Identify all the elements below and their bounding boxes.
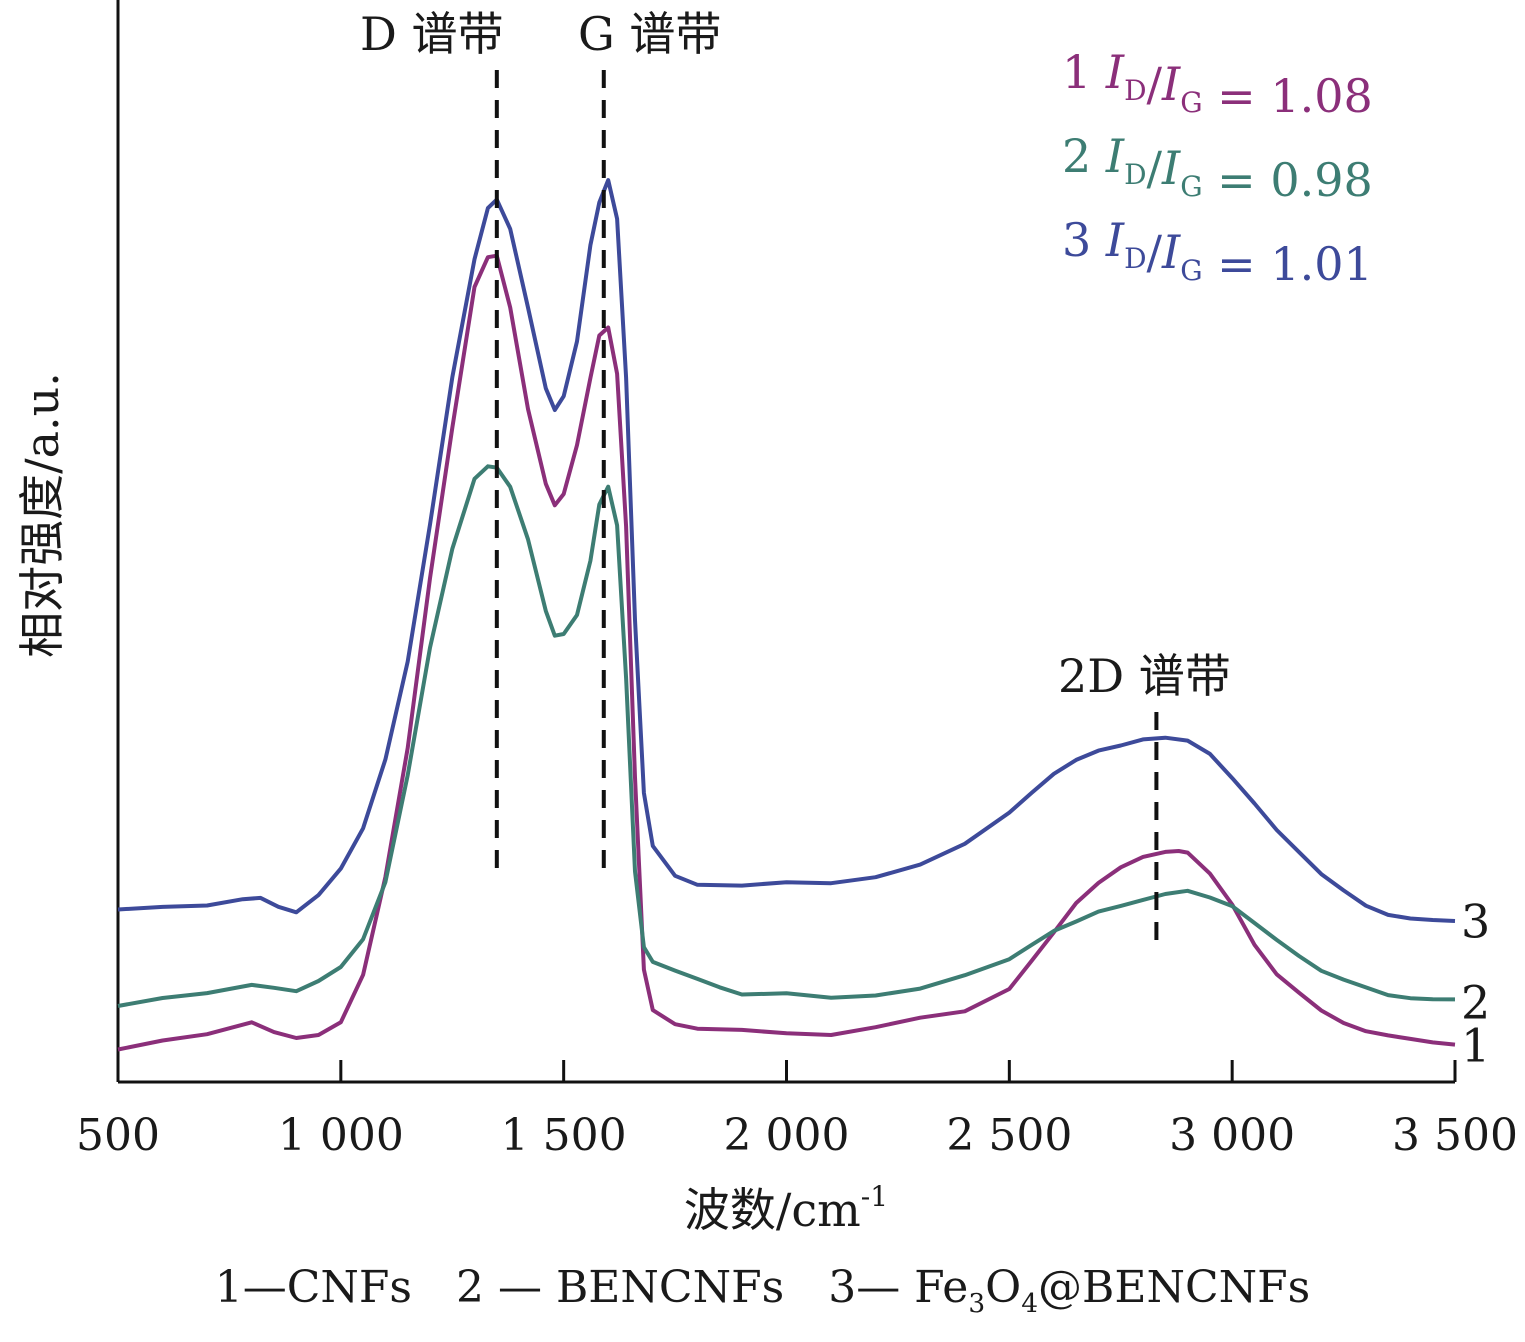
x-tick-label: 1 000 bbox=[278, 1110, 404, 1161]
series-group bbox=[117, 178, 1456, 1052]
series-line-3 bbox=[117, 178, 1456, 923]
ratio-annotation-1: 1 ID/IG = 1.08 bbox=[1062, 45, 1373, 123]
series-end-label-2: 2 bbox=[1461, 976, 1490, 1030]
legend-item-2: 2 — BENCNFs bbox=[456, 1262, 785, 1313]
x-tick-label: 2 000 bbox=[724, 1110, 850, 1161]
y-axis-title: 相对强度/a.u. bbox=[15, 372, 69, 658]
legend-item-3-pre: 3— Fe bbox=[828, 1262, 969, 1313]
legend-item-1: 1—CNFs bbox=[214, 1262, 412, 1313]
series-line-1 bbox=[117, 253, 1456, 1052]
x-tick-label: 3 000 bbox=[1169, 1110, 1295, 1161]
ratio-annotation-3: 3 ID/IG = 1.01 bbox=[1062, 213, 1373, 291]
legend-item-3-sub1: 3 bbox=[968, 1287, 986, 1319]
ratio-annotation-2: 2 ID/IG = 0.98 bbox=[1062, 129, 1373, 207]
x-axis-title: 波数/cm-1 bbox=[684, 1180, 888, 1237]
band-label: D 谱带 bbox=[360, 7, 504, 61]
ratio-annotations: 1 ID/IG = 1.082 ID/IG = 0.983 ID/IG = 1.… bbox=[1062, 45, 1373, 291]
legend-item-3-mid: O bbox=[985, 1262, 1022, 1313]
band-markers: D 谱带 G 谱带 2D 谱带 bbox=[360, 7, 1231, 945]
x-tick-label: 3 500 bbox=[1392, 1110, 1518, 1161]
legend-item-3-sub2: 4 bbox=[1021, 1287, 1039, 1319]
series-end-label-3: 3 bbox=[1461, 895, 1490, 949]
legend-item-3-post: @BENCNFs bbox=[1038, 1262, 1311, 1313]
raman-chart: D 谱带 G 谱带 2D 谱带 1 ID/IG = 1.082 ID/IG = 0.… bbox=[15, 0, 1518, 1237]
axes bbox=[116, 0, 1457, 1084]
x-tick-label: 2 500 bbox=[946, 1110, 1072, 1161]
legend-item-3: 3— Fe3O4@BENCNFs bbox=[828, 1262, 1311, 1319]
x-tick-label: 1 500 bbox=[501, 1110, 627, 1161]
series-line-2 bbox=[117, 464, 1456, 1008]
axis-labels: 500 1 000 1 500 2 000 2 500 3 000 3 500 12 3 波数/c… bbox=[15, 372, 1518, 1237]
band-label: G 谱带 bbox=[578, 7, 721, 61]
legend: 1—CNFs 2 — BENCNFs 3— Fe3O4@BENCNFs bbox=[0, 1262, 1525, 1319]
series-end-label-1: 1 bbox=[1461, 1018, 1490, 1072]
band-label: 2D 谱带 bbox=[1058, 649, 1231, 703]
x-tick-label: 500 bbox=[76, 1110, 160, 1161]
